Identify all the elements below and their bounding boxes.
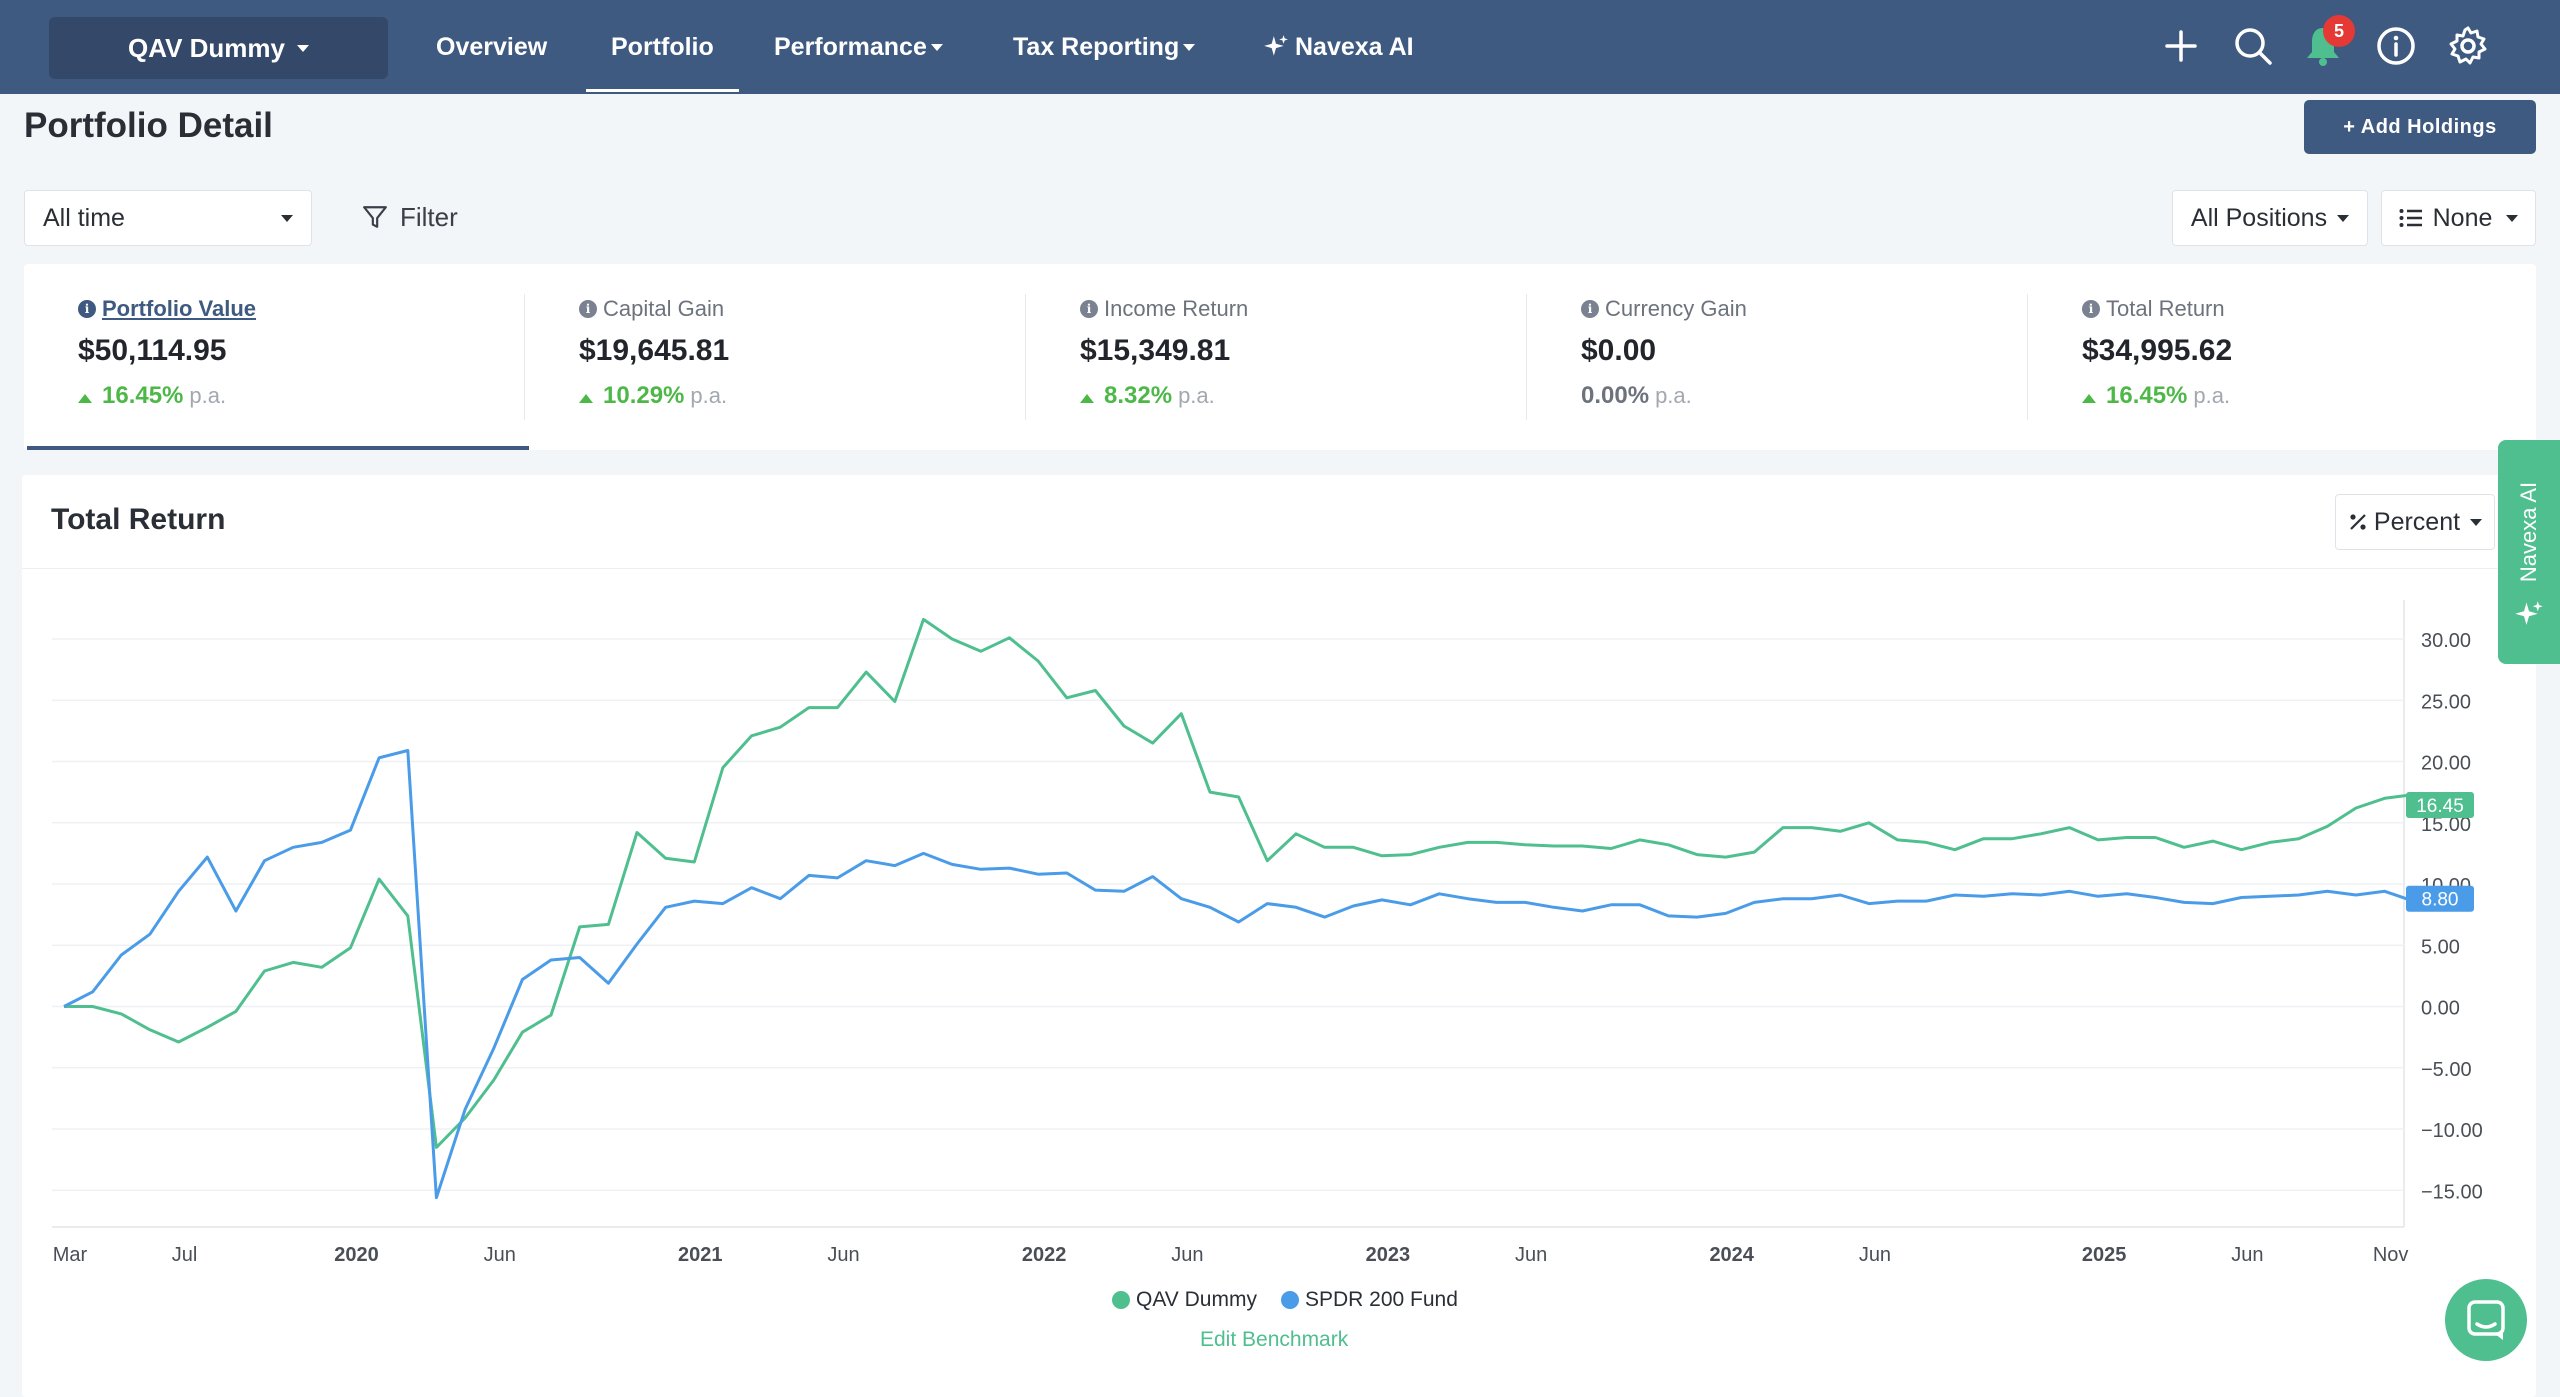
percent-mode-dropdown[interactable]: Percent	[2335, 494, 2495, 550]
metric-value: $0.00	[1581, 334, 1657, 367]
metric-change: 10.29%	[603, 382, 685, 409]
metric-change: 8.32%	[1104, 382, 1173, 409]
info-icon: i	[78, 300, 96, 318]
metric-currency-gain[interactable]: i Currency Gain $0.00 0.00% p.a.	[1527, 264, 2028, 450]
top-navbar: QAV Dummy Overview Portfolio Performance…	[0, 0, 2560, 94]
nav-tax-reporting[interactable]: Tax Reporting	[1013, 0, 1196, 94]
percent-icon	[2350, 514, 2366, 530]
percent-mode-label: Percent	[2373, 507, 2461, 536]
summary-metrics: i Portfolio Value $50,114.95 16.45% p.a. i…	[24, 264, 2536, 450]
metric-value: $50,114.95	[78, 334, 227, 367]
grouping-select-label: None	[2432, 203, 2493, 232]
metric-unit: p.a.	[690, 383, 728, 408]
arrow-up-icon	[2082, 394, 2096, 403]
nav-overview-label: Overview	[436, 32, 548, 61]
nav-tax-reporting-label: Tax Reporting	[1013, 32, 1180, 61]
divider	[524, 294, 525, 420]
chevron-down-icon	[281, 215, 293, 222]
metric-value: $19,645.81	[579, 334, 730, 367]
divider	[2027, 294, 2028, 420]
chat-icon	[2467, 1300, 2505, 1340]
chevron-down-icon	[2337, 214, 2350, 222]
page-title: Portfolio Detail	[24, 106, 273, 145]
search-icon[interactable]	[2229, 22, 2277, 70]
portfolio-switcher[interactable]: QAV Dummy	[49, 17, 388, 79]
metric-unit: p.a.	[1655, 383, 1692, 408]
info-icon[interactable]	[2372, 22, 2420, 70]
metric-label: Capital Gain	[603, 296, 725, 321]
chevron-down-icon	[1183, 43, 1196, 51]
metric-portfolio-value[interactable]: i Portfolio Value $50,114.95 16.45% p.a.	[24, 264, 525, 450]
navexa-ai-side-tab-label: Navexa AI	[2516, 481, 2541, 583]
nav-overview[interactable]: Overview	[436, 0, 547, 94]
period-select[interactable]: All time	[24, 190, 312, 246]
active-metric-indicator	[27, 446, 529, 450]
chart-legend: QAV Dummy SPDR 200 Fund	[1112, 1288, 1458, 1312]
filter-label: Filter	[400, 201, 458, 232]
legend-label: QAV Dummy	[1136, 1288, 1257, 1311]
divider	[1025, 294, 1026, 420]
metric-income-return[interactable]: i Income Return $15,349.81 8.32% p.a.	[1026, 264, 1527, 450]
legend-dot	[1112, 1291, 1130, 1309]
list-icon	[2399, 209, 2422, 227]
metric-change: 16.45%	[102, 382, 184, 409]
metric-capital-gain[interactable]: i Capital Gain $19,645.81 10.29% p.a.	[525, 264, 1026, 450]
info-icon: i	[579, 300, 597, 318]
nav-navexa-ai[interactable]: Navexa AI	[1263, 0, 1414, 94]
navexa-ai-side-tab[interactable]: Navexa AI	[2498, 440, 2560, 664]
metric-label: Income Return	[1104, 296, 1249, 321]
metric-label: Portfolio Value	[102, 296, 257, 321]
positions-select-label: All Positions	[2190, 203, 2328, 232]
positions-select[interactable]: All Positions	[2172, 190, 2368, 246]
nav-portfolio[interactable]: Portfolio	[586, 0, 739, 94]
total-return-card: Total Return Percent	[22, 475, 2536, 1397]
gear-icon[interactable]	[2444, 22, 2492, 70]
grouping-select[interactable]: None	[2381, 190, 2536, 246]
filter-icon	[363, 206, 387, 228]
legend-item-spdr-200-fund[interactable]: SPDR 200 Fund	[1280, 1288, 1458, 1312]
arrow-up-icon	[78, 394, 92, 403]
info-icon: i	[1581, 300, 1599, 318]
info-icon: i	[2082, 300, 2100, 318]
metric-unit: p.a.	[189, 383, 227, 408]
edit-benchmark-link[interactable]: Edit Benchmark	[1200, 1328, 1349, 1351]
chevron-down-icon	[930, 43, 943, 51]
legend-dot	[1280, 1291, 1299, 1309]
filter-button[interactable]: Filter	[362, 190, 458, 244]
chevron-down-icon	[2470, 518, 2483, 526]
metric-change: 16.45%	[2106, 382, 2188, 409]
arrow-up-icon	[579, 394, 593, 403]
chat-support-button[interactable]	[2445, 1279, 2527, 1361]
metric-total-return[interactable]: i Total Return $34,995.62 16.45% p.a.	[2028, 264, 2529, 450]
info-icon: i	[1080, 300, 1098, 318]
chart-header: Total Return Percent	[22, 475, 2536, 569]
nav-performance[interactable]: Performance	[774, 0, 943, 94]
notification-badge: 5	[2323, 15, 2355, 47]
portfolio-name: QAV Dummy	[128, 32, 285, 63]
plus-icon[interactable]	[2157, 22, 2205, 70]
metric-value: $15,349.81	[1080, 334, 1231, 367]
metric-label: Currency Gain	[1605, 296, 1747, 321]
sparkle-icon	[1264, 35, 1288, 56]
sparkle-icon	[2515, 601, 2543, 625]
nav-portfolio-label: Portfolio	[611, 32, 714, 61]
divider	[1526, 294, 1527, 420]
period-select-label: All time	[43, 203, 125, 232]
metric-unit: p.a.	[2193, 383, 2231, 408]
chart-title: Total Return	[51, 503, 226, 536]
legend-item-qav-dummy[interactable]: QAV Dummy	[1112, 1288, 1257, 1312]
metric-change: 0.00%	[1581, 382, 1650, 409]
add-holdings-button[interactable]: + Add Holdings	[2304, 100, 2536, 154]
legend-label: SPDR 200 Fund	[1304, 1288, 1458, 1311]
nav-performance-label: Performance	[774, 32, 927, 61]
chevron-down-icon	[2506, 214, 2519, 222]
metric-label: Total Return	[2106, 296, 2225, 321]
metric-value: $34,995.62	[2082, 334, 2233, 367]
metric-unit: p.a.	[1178, 383, 1215, 408]
chevron-down-icon	[297, 44, 309, 52]
arrow-up-icon	[1080, 394, 1094, 403]
nav-navexa-ai-label: Navexa AI	[1295, 32, 1414, 61]
